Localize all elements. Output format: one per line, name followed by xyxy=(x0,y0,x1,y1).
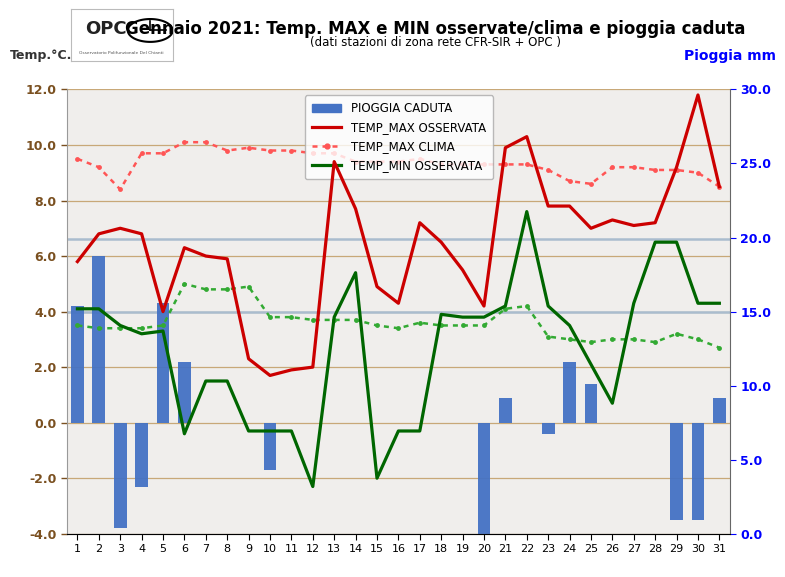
Bar xyxy=(499,398,512,422)
Bar xyxy=(264,422,276,470)
Bar xyxy=(93,256,105,422)
Text: OPC: OPC xyxy=(86,20,127,39)
Bar xyxy=(713,398,726,422)
Bar xyxy=(178,362,191,422)
Bar xyxy=(585,384,597,422)
Text: Osservatorio Polifunzionale Del Chianti: Osservatorio Polifunzionale Del Chianti xyxy=(79,51,164,55)
Bar xyxy=(670,422,683,520)
Bar xyxy=(71,306,84,422)
Text: Gennaio 2021: Temp. MAX e MIN osservate/clima e pioggia caduta: Gennaio 2021: Temp. MAX e MIN osservate/… xyxy=(126,20,746,38)
Bar xyxy=(477,422,491,539)
Bar xyxy=(156,304,170,422)
Bar xyxy=(135,422,148,486)
Text: Pioggia mm: Pioggia mm xyxy=(684,49,776,63)
Legend: PIOGGIA CADUTA, TEMP_MAX OSSERVATA, TEMP_MAX CLIMA, TEMP_MIN OSSERVATA: PIOGGIA CADUTA, TEMP_MAX OSSERVATA, TEMP… xyxy=(305,95,493,179)
Text: Temp.°C.: Temp.°C. xyxy=(9,49,71,62)
Bar xyxy=(692,422,704,520)
Bar xyxy=(563,362,576,422)
Bar xyxy=(114,422,126,528)
Text: (dati stazioni di zona rete CFR-SIR + OPC ): (dati stazioni di zona rete CFR-SIR + OP… xyxy=(310,36,561,50)
Bar xyxy=(542,422,554,434)
